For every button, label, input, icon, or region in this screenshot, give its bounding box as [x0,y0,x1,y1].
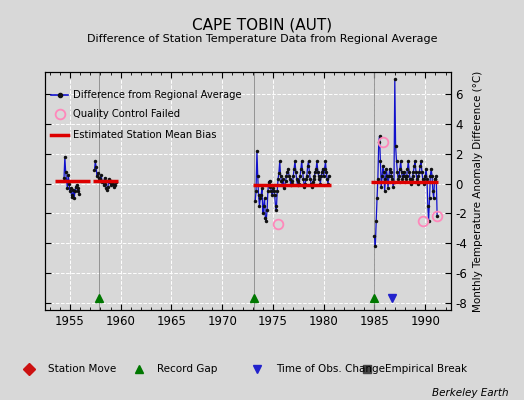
Text: CAPE TOBIN (AUT): CAPE TOBIN (AUT) [192,18,332,33]
Text: Time of Obs. Change: Time of Obs. Change [276,364,385,374]
Y-axis label: Monthly Temperature Anomaly Difference (°C): Monthly Temperature Anomaly Difference (… [473,70,483,312]
Text: Quality Control Failed: Quality Control Failed [73,109,180,119]
Text: Record Gap: Record Gap [157,364,217,374]
Text: Estimated Station Mean Bias: Estimated Station Mean Bias [73,130,216,140]
Text: Difference from Regional Average: Difference from Regional Average [73,90,242,100]
Text: Berkeley Earth: Berkeley Earth [432,388,508,398]
Text: Station Move: Station Move [48,364,116,374]
Text: Difference of Station Temperature Data from Regional Average: Difference of Station Temperature Data f… [87,34,437,44]
Text: Empirical Break: Empirical Break [385,364,467,374]
